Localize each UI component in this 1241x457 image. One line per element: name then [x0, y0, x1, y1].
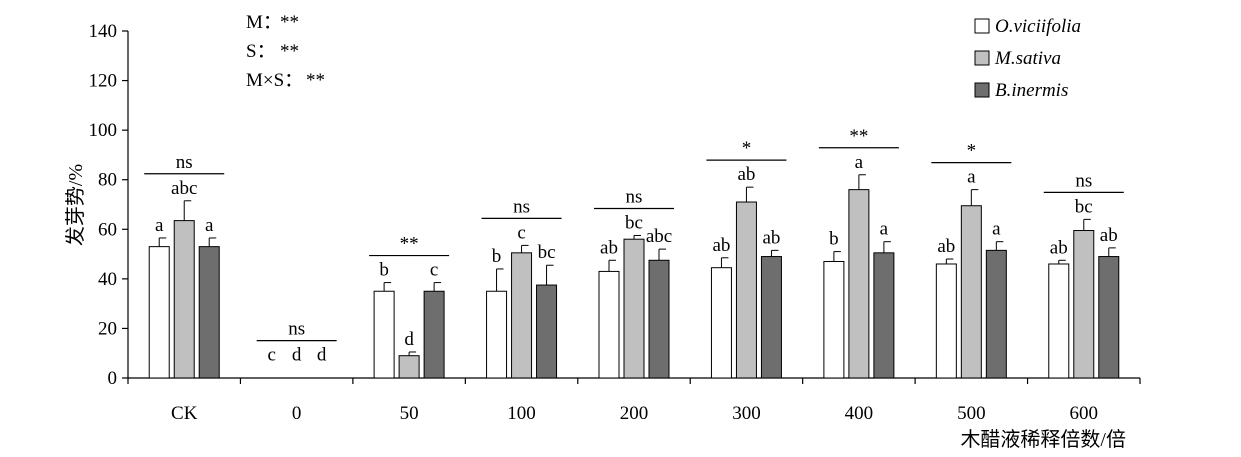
significance-letter: ab — [712, 235, 730, 256]
y-axis-title: 发芽势/% — [64, 164, 87, 246]
group-significance-label: ns — [176, 152, 193, 173]
bar-b-inermis — [873, 252, 895, 379]
anova-significance: ** — [306, 70, 325, 91]
bar-m-sativa — [848, 189, 870, 379]
x-tick-label: 300 — [732, 403, 761, 424]
bar-b-inermis — [536, 284, 558, 379]
x-tick-label: 200 — [620, 403, 649, 424]
significance-letter: bc — [1075, 196, 1093, 217]
y-tick-label: 40 — [98, 269, 117, 290]
significance-letter: ab — [762, 227, 780, 248]
x-tick-label: 600 — [1070, 403, 1099, 424]
bar-o-viciifolia — [1048, 263, 1070, 379]
significance-letter: abc — [646, 226, 672, 247]
group-significance-label: ns — [1075, 170, 1092, 191]
x-tick-label: 500 — [957, 403, 986, 424]
y-tick-label: 120 — [89, 71, 118, 92]
significance-letter: a — [992, 219, 1001, 240]
significance-letter: c — [517, 222, 525, 243]
significance-letter: c — [267, 345, 275, 366]
significance-letter: ab — [737, 164, 755, 185]
significance-letter: d — [404, 329, 414, 350]
legend-label: B.inermis — [995, 80, 1068, 101]
bar-o-viciifolia — [598, 270, 620, 379]
significance-letter: b — [379, 260, 389, 281]
significance-letter: ab — [1050, 237, 1068, 258]
anova-factor-label: M×S： — [246, 70, 303, 91]
x-tick-label: 0 — [292, 403, 302, 424]
group-significance-label: ** — [400, 234, 419, 255]
significance-letter: ab — [1100, 225, 1118, 246]
y-tick-label: 60 — [98, 219, 117, 240]
significance-letter: bc — [538, 242, 556, 263]
significance-letter: b — [492, 246, 502, 267]
significance-letter: bc — [625, 212, 643, 233]
bar-o-viciifolia — [148, 246, 170, 379]
significance-letter: a — [855, 152, 864, 173]
group-significance-label: ns — [288, 319, 305, 340]
bar-m-sativa — [735, 201, 757, 379]
bar-o-viciifolia — [935, 263, 957, 379]
bar-b-inermis — [198, 246, 220, 379]
significance-letter: b — [829, 229, 839, 250]
anova-factor-label: M： — [246, 12, 282, 33]
legend-swatch — [974, 18, 990, 34]
legend-label: O.viciifolia — [995, 16, 1081, 37]
group-significance-label: ns — [513, 196, 530, 217]
significance-letter: a — [155, 215, 164, 236]
significance-letter: c — [430, 260, 438, 281]
x-tick-label: 50 — [400, 403, 419, 424]
legend: O.viciifolia M.sativa B.inermis — [974, 16, 1081, 101]
anova-factor-label: S： — [246, 41, 276, 62]
bar-o-viciifolia — [373, 290, 395, 379]
bar-m-sativa — [511, 252, 533, 379]
bar-m-sativa — [960, 205, 982, 379]
anova-significance: ** — [280, 12, 299, 33]
bar-o-viciifolia — [486, 290, 508, 379]
legend-label: M.sativa — [994, 48, 1061, 69]
group-significance-label: ns — [626, 186, 643, 207]
significance-letter: ab — [937, 236, 955, 257]
x-axis-title: 木醋液稀释倍数/倍 — [960, 428, 1126, 451]
legend-swatch — [974, 50, 990, 66]
significance-letter: a — [880, 219, 889, 240]
y-tick-label: 140 — [89, 21, 118, 42]
bar-m-sativa — [1073, 230, 1095, 379]
significance-letter: a — [205, 215, 214, 236]
significance-letter: d — [317, 345, 327, 366]
significance-letter: ab — [600, 237, 618, 258]
significance-letter: abc — [171, 178, 197, 199]
y-tick-label: 20 — [98, 318, 117, 339]
group-significance-label: * — [967, 141, 977, 162]
anova-significance: ** — [280, 41, 299, 62]
y-tick-label: 0 — [108, 368, 118, 389]
bar-o-viciifolia — [823, 261, 845, 379]
y-tick-label: 100 — [89, 120, 118, 141]
bar-b-inermis — [648, 259, 670, 379]
y-tick-label: 80 — [98, 170, 117, 191]
bar-b-inermis — [985, 249, 1007, 379]
bar-b-inermis — [1098, 256, 1120, 379]
significance-letter: d — [292, 345, 302, 366]
significance-letter: a — [967, 167, 976, 188]
bar-m-sativa — [173, 220, 195, 379]
bar-m-sativa — [398, 355, 420, 379]
group-significance-label: * — [742, 138, 752, 159]
legend-swatch — [974, 82, 990, 98]
bar-b-inermis — [760, 256, 782, 379]
x-tick-label: 400 — [845, 403, 874, 424]
bar-b-inermis — [423, 290, 445, 379]
bars — [148, 174, 1120, 379]
group-significance-label: ** — [849, 126, 868, 147]
x-tick-label: CK — [171, 403, 198, 424]
x-tick-label: 100 — [507, 403, 536, 424]
bar-o-viciifolia — [710, 267, 732, 379]
axes: 0 20 40 60 80 100 120 140 CK 0 50 100 200 300 400 500 60… — [89, 21, 1141, 424]
bar-m-sativa — [623, 238, 645, 379]
